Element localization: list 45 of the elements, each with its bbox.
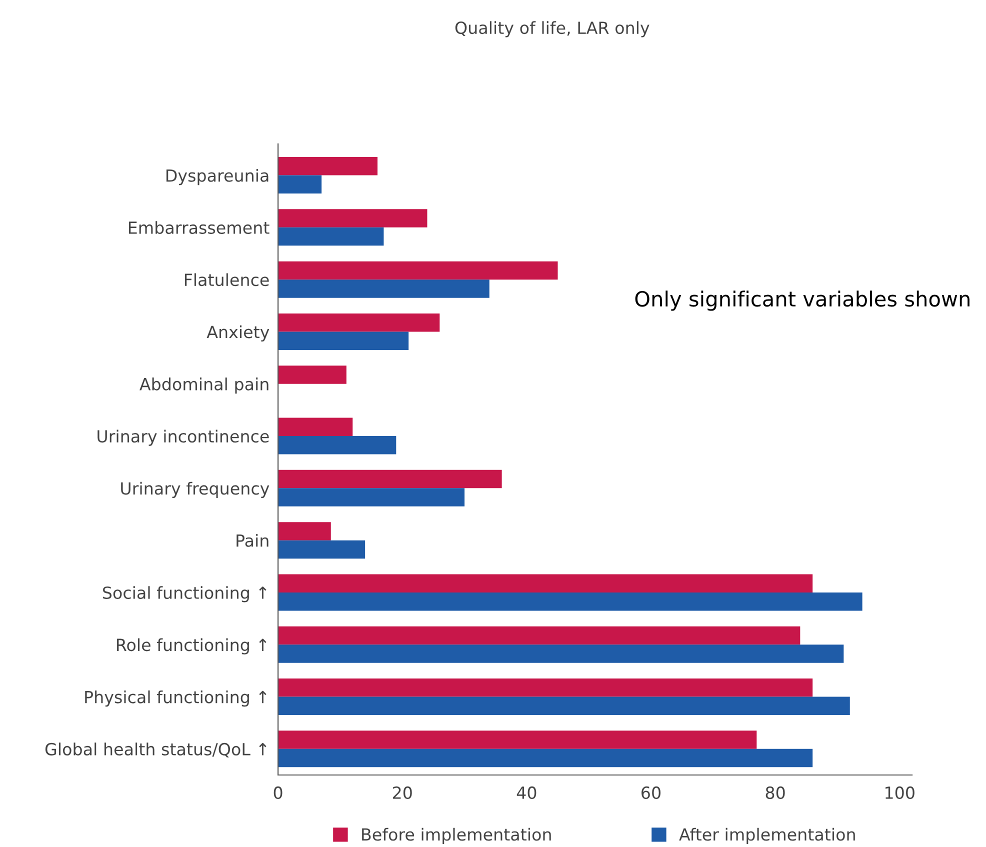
bar xyxy=(278,366,346,384)
x-tick-label: 40 xyxy=(516,786,536,800)
bar xyxy=(278,436,396,454)
bar xyxy=(278,748,813,768)
bar xyxy=(278,592,862,611)
bar xyxy=(278,261,558,280)
y-tick-label: Physical functioning ↑ xyxy=(85,690,266,707)
annotation: Only significant variables shown xyxy=(635,290,970,311)
bar xyxy=(278,626,800,645)
legend-label: Before implementation xyxy=(362,828,551,844)
bar xyxy=(278,540,366,559)
legend-label: After implementation xyxy=(679,828,855,844)
bar xyxy=(278,313,440,332)
bar xyxy=(278,522,331,540)
y-tick-label: Abdominal pain xyxy=(140,378,268,394)
bar xyxy=(278,280,490,298)
y-tick-label: Embarrassement xyxy=(128,221,270,234)
bar xyxy=(278,678,813,697)
x-tick-label: 60 xyxy=(642,786,660,800)
bar xyxy=(278,730,757,749)
bar xyxy=(278,332,409,350)
y-tick-label: Anxiety xyxy=(206,325,270,342)
bar xyxy=(278,488,465,506)
bar xyxy=(278,209,428,228)
y-tick-label: Urinary frequency xyxy=(121,482,270,498)
x-tick-label: 0 xyxy=(274,786,282,800)
bar xyxy=(278,227,384,246)
bar xyxy=(278,418,353,436)
x-tick-label: 100 xyxy=(886,786,914,800)
y-tick-label: Dyspareunia xyxy=(166,168,268,186)
bar xyxy=(278,157,378,176)
bar xyxy=(278,175,322,194)
bar xyxy=(278,574,813,592)
y-tick-label: Role functioning ↑ xyxy=(117,638,266,654)
bar xyxy=(278,470,502,488)
x-tick-label: 80 xyxy=(766,786,785,800)
bar xyxy=(278,696,850,716)
y-tick-label: Urinary incontinence xyxy=(98,430,269,446)
y-tick-label: Global health status/QoL ↑ xyxy=(45,742,266,758)
y-tick-label: Social functioning ↑ xyxy=(102,586,266,602)
y-tick-label: Flatulence xyxy=(184,273,269,286)
bar xyxy=(278,644,844,663)
y-tick-label: Pain xyxy=(236,534,268,547)
chart-title: Quality of life, LAR only xyxy=(455,21,650,38)
x-tick-label: 20 xyxy=(392,786,412,800)
